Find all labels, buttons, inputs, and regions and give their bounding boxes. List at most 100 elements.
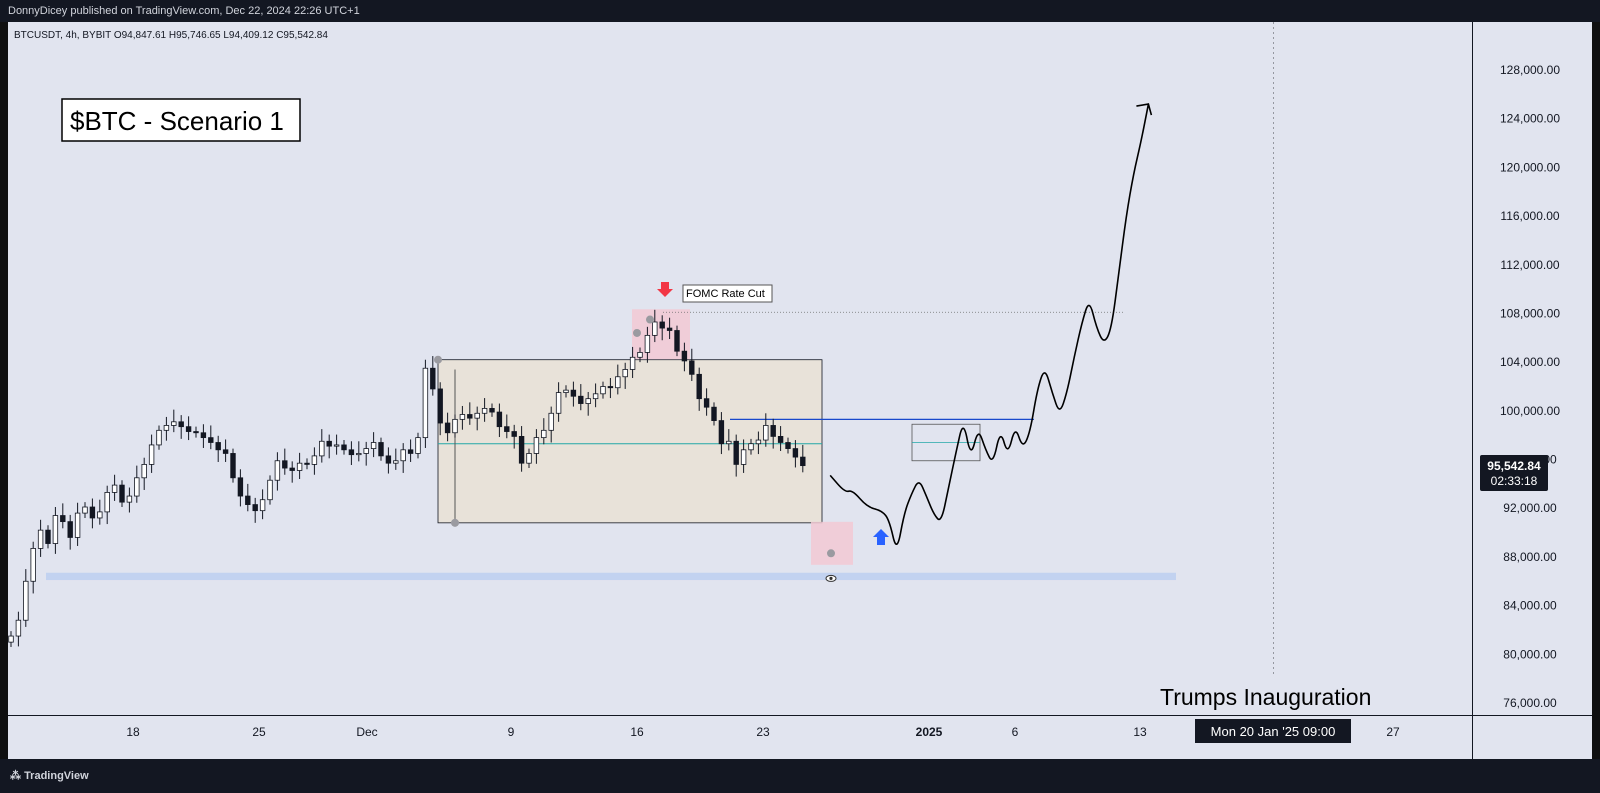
tradingview-logo: ⁂ TradingView (10, 770, 89, 782)
candle-body (178, 421, 184, 428)
time-tick-label: 25 (252, 725, 266, 739)
candle-body (67, 521, 73, 538)
chart-panel[interactable]: BTCUSDT, 4h, BYBIT O94,847.61 H95,746.65… (8, 22, 1592, 759)
candle-body (459, 414, 466, 420)
candle-body (252, 504, 258, 512)
price-chart[interactable]: BTCUSDT, 4h, BYBIT O94,847.61 H95,746.65… (8, 22, 1592, 759)
candle-body (215, 442, 221, 451)
price-tick-label: 84,000.00 (1503, 599, 1557, 613)
time-tick-label: 9 (508, 725, 515, 739)
overlay-layer (434, 103, 1153, 582)
candle-body (415, 437, 421, 454)
date-marker-box (1195, 719, 1351, 743)
candle-body (474, 412, 480, 419)
time-tick-label: 13 (1133, 725, 1147, 739)
price-tick-label: 128,000.00 (1500, 63, 1560, 77)
candle-body (467, 414, 473, 419)
candle-body (644, 334, 651, 353)
candle-body (282, 460, 288, 469)
candle-body (666, 327, 673, 331)
candle-body (134, 477, 140, 497)
time-tick-label: Dec (356, 725, 377, 739)
candle-body (755, 439, 762, 445)
candle-body (563, 389, 569, 393)
price-tick-label: 108,000.00 (1500, 306, 1560, 320)
low-highlight (811, 521, 853, 565)
time-tick-label: 23 (756, 725, 770, 739)
support-band (46, 572, 1176, 581)
candle-body (637, 352, 643, 358)
candle-body (23, 580, 29, 621)
candle-body (200, 432, 207, 439)
fomc-label-box[interactable] (682, 284, 773, 303)
time-tick-label: 18 (126, 725, 140, 739)
candle-body (496, 411, 503, 428)
last-price-label (1480, 455, 1548, 491)
candle-body (770, 425, 776, 437)
candle-body (718, 420, 725, 445)
candle-body (193, 431, 199, 434)
candle-body (555, 392, 562, 414)
candle-body (348, 449, 355, 456)
candle-body (703, 398, 710, 408)
candle-body (800, 456, 806, 467)
candle-body (267, 479, 273, 501)
candle-body (437, 388, 443, 424)
pivot-dot (646, 315, 654, 324)
price-tick-label: 88,000.00 (1503, 550, 1557, 564)
title-box[interactable] (61, 98, 301, 142)
candle-body (356, 453, 362, 456)
candle-body (659, 321, 665, 329)
candle-body (629, 356, 636, 370)
candle-body (600, 386, 606, 395)
candle-body (311, 455, 318, 465)
candle-body (511, 431, 517, 437)
candle-body (711, 406, 717, 421)
candle-body (422, 367, 429, 439)
pivot-dot (451, 518, 459, 527)
symbol-info: BTCUSDT, 4h, BYBIT O94,847.61 H95,746.65… (14, 30, 328, 41)
candle-body (378, 442, 384, 457)
candle-body (289, 467, 295, 471)
candle-body (104, 492, 110, 513)
candle-body (489, 408, 495, 413)
pivot-dot (434, 355, 442, 364)
down-arrow-icon (657, 282, 673, 297)
price-tick-label: 120,000.00 (1500, 160, 1560, 174)
candle-body (319, 440, 325, 457)
candle-body (622, 369, 628, 378)
candle-body (156, 429, 162, 446)
candle-body (89, 506, 96, 519)
brand-name: TradingView (24, 770, 89, 782)
candle-body (452, 418, 458, 434)
candle-body (274, 460, 281, 481)
candle-body (578, 395, 584, 404)
time-axis[interactable]: 18 25 Dec 9 16 23 2025 6 13 27 (126, 725, 1400, 739)
candle-body (141, 464, 147, 479)
price-tick-label: 92,000.00 (1503, 501, 1557, 515)
candle-body (526, 453, 532, 464)
candle-body (222, 449, 229, 454)
projection-path[interactable] (829, 103, 1150, 545)
candle-body (52, 515, 59, 544)
fomc-highlight (632, 309, 690, 360)
candle-body (171, 421, 177, 426)
candle-body (185, 426, 192, 432)
price-axis[interactable]: 76,000.00 80,000.00 84,000.00 88,000.00 92,0… (1500, 63, 1560, 710)
candle-body (126, 495, 133, 503)
candle-body (748, 443, 754, 451)
price-tick-label: 104,000.00 (1500, 355, 1560, 369)
candle-body (726, 440, 732, 445)
candle-body (237, 477, 244, 497)
candle-body (400, 449, 406, 462)
candle-body (341, 444, 347, 451)
candle-body (385, 455, 392, 464)
candle-body (393, 460, 399, 464)
candle-body (592, 393, 599, 400)
up-arrow-icon (873, 529, 889, 545)
candle-body (245, 495, 251, 505)
candle-body (481, 408, 488, 414)
candle-body (326, 440, 332, 447)
candle-body (607, 386, 614, 389)
candle-body (615, 376, 621, 389)
